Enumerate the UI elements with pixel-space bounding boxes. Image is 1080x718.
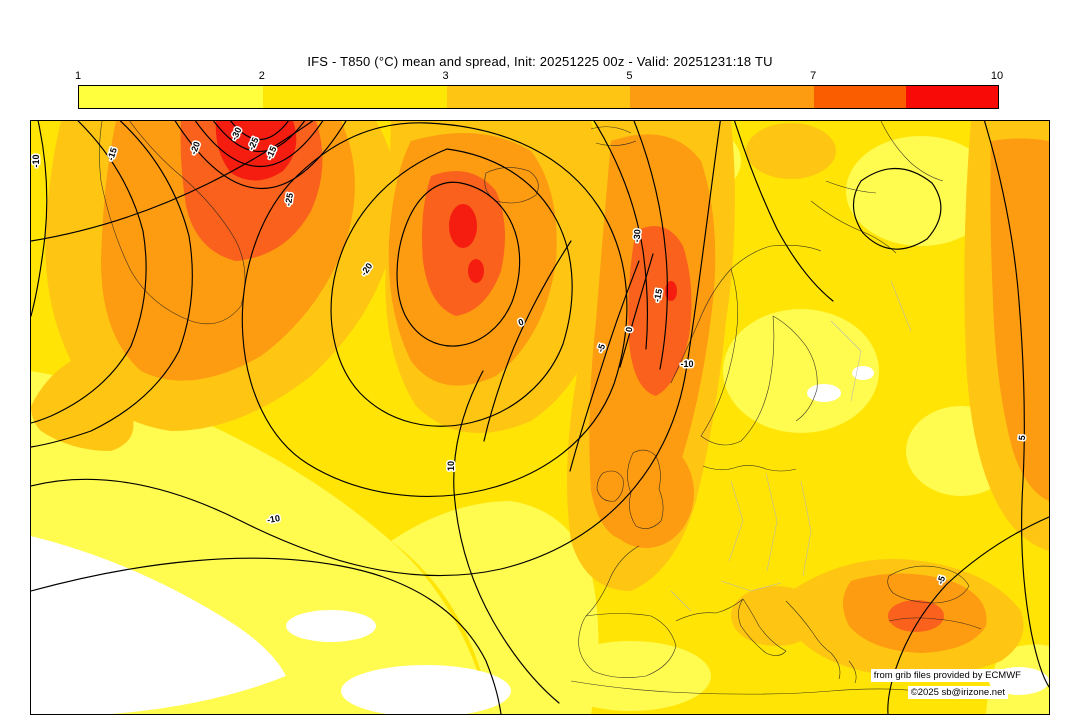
spread-white-regions xyxy=(31,121,1049,714)
contour-value-label: -10 xyxy=(680,359,693,369)
credit-copyright: ©2025 sb@irizone.net xyxy=(907,686,1008,699)
colorbar-tick-label: 10 xyxy=(990,70,1004,82)
colorbar-segment xyxy=(79,86,263,108)
contour-value-label: -30 xyxy=(631,229,642,243)
colorbar-segment xyxy=(262,86,447,108)
contour-value-label: -15 xyxy=(652,288,664,303)
colorbar-ticks: 1 2 3 5 7 10 xyxy=(74,70,1003,84)
colorbar-tick-label: 2 xyxy=(258,70,265,82)
contour-value-label: 10 xyxy=(446,461,456,471)
colorbar-segment xyxy=(630,86,815,108)
contour-value-label: -10 xyxy=(266,513,281,525)
weather-map-svg: -10 -15 -20-30-25-15-25-20-30-150-50-1010-… xyxy=(31,121,1049,714)
credit-source: from grib files provided by ECMWF xyxy=(870,669,1024,682)
country-borders xyxy=(670,280,912,612)
contour-value-label: 5 xyxy=(1017,435,1027,441)
colorbar-segment xyxy=(446,86,631,108)
colorbar-tick-label: 1 xyxy=(74,70,82,82)
colorbar-segment xyxy=(814,86,907,108)
contour-value-label: -25 xyxy=(283,192,295,207)
colorbar-segment xyxy=(906,86,998,108)
contour-value-label: -10 xyxy=(31,154,41,167)
colorbar-tick-label: 3 xyxy=(442,70,449,82)
colorbar-tick-label: 5 xyxy=(626,70,633,82)
colorbar: 1 2 3 5 7 10 xyxy=(74,70,1003,109)
colorbar-scale xyxy=(78,85,999,109)
contour-value-label: 0 xyxy=(624,326,635,333)
colorbar-tick-label: 7 xyxy=(810,70,817,82)
chart-title: IFS - T850 (°C) mean and spread, Init: 2… xyxy=(307,54,773,69)
map-panel: -10 -15 -20 -30 -25 -15 -25 -20 -30 -15 0 -5 0 -10 10-… xyxy=(30,120,1050,715)
mean-contours xyxy=(31,121,1049,714)
contour-value-label: 0 xyxy=(517,317,525,328)
